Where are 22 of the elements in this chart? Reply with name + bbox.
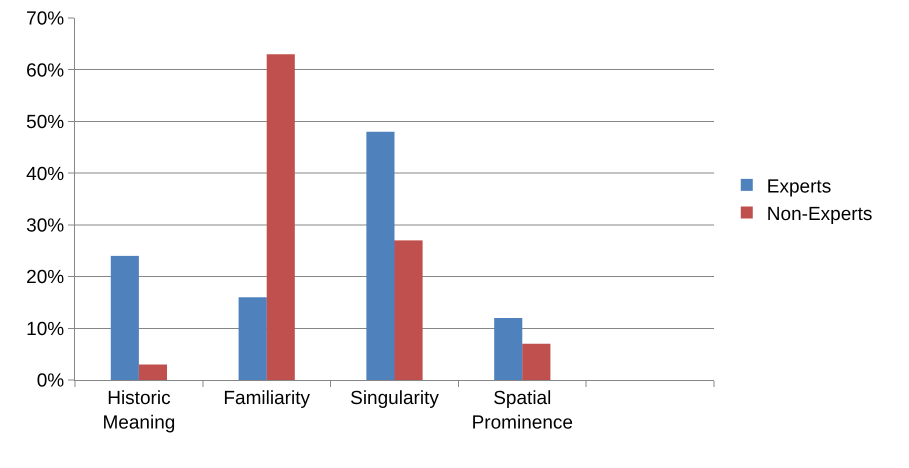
bar <box>522 344 550 380</box>
legend-label: Experts <box>766 176 832 198</box>
legend-label: Non-Experts <box>766 204 872 225</box>
bar <box>494 318 522 380</box>
y-tick-label: 60% <box>26 60 64 82</box>
y-tick-label: 70% <box>26 8 64 30</box>
y-tick-label: 20% <box>26 267 64 288</box>
y-tick-label: 50% <box>26 112 64 134</box>
x-tick-label: Historic Meaning <box>102 388 176 434</box>
y-tick-label: 30% <box>26 216 64 237</box>
bar <box>394 240 423 380</box>
bar <box>366 132 394 380</box>
bar <box>110 256 139 380</box>
x-tick-label: Singularity <box>350 388 440 409</box>
x-tick-label: Spatial Prominence <box>472 388 573 434</box>
y-tick-label: 10% <box>26 318 64 340</box>
bar <box>138 364 168 380</box>
y-tick-label: 40% <box>26 164 64 185</box>
bar <box>266 54 295 380</box>
y-tick-label: 0% <box>36 370 64 392</box>
x-tick-label: Familiarity <box>223 388 310 409</box>
bar <box>238 297 267 380</box>
